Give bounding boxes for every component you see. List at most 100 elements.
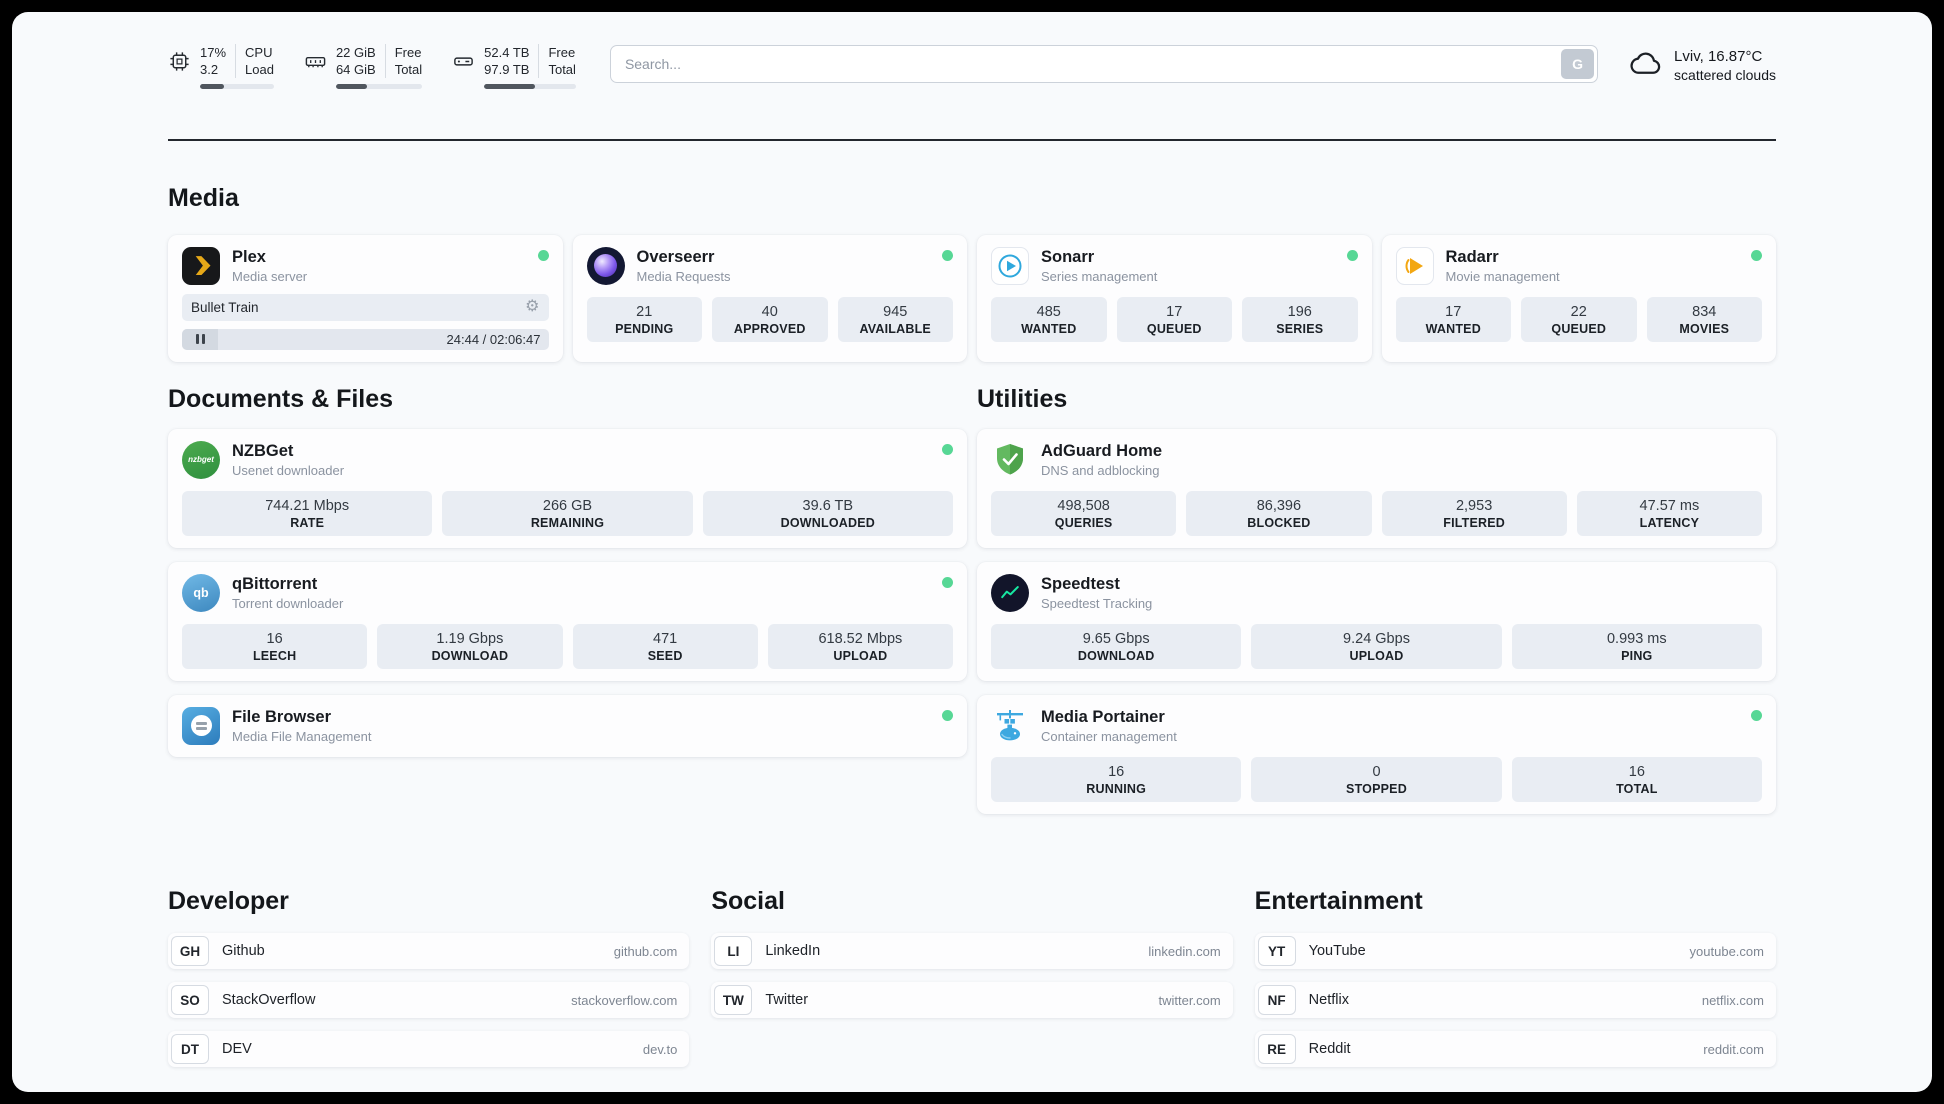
stat-label: APPROVED	[733, 321, 806, 336]
stat-box: 40 APPROVED	[712, 296, 828, 342]
stat-value: 17	[1166, 303, 1183, 320]
app-card-sonarr[interactable]: Sonarr Series management 485 WANTED 17 QUEU…	[977, 234, 1372, 362]
section-title-entertainment: Entertainment	[1254, 886, 1423, 915]
stat-label: UPLOAD	[1349, 648, 1404, 663]
stat-label: AVAILABLE	[859, 321, 931, 336]
bookmark-row[interactable]: GH Github github.com	[168, 933, 690, 970]
app-card-overseerr[interactable]: Overseerr Media Requests 21 PENDING 40 APPR…	[572, 234, 967, 362]
app-card-nzbget[interactable]: nzbget NZBGet Usenet downloader 744.21 M…	[168, 428, 967, 548]
playback-progress-bar[interactable]: 24:44 / 02:06:47	[182, 328, 549, 350]
section-title-media: Media	[168, 184, 239, 213]
stat-label: STOPPED	[1346, 781, 1407, 796]
stat-value: 9.24 Gbps	[1343, 630, 1410, 647]
stat-value: 485	[1036, 303, 1061, 320]
stat-value: 21	[636, 303, 653, 320]
developer-bookmarks: Developer GH Github github.com SO StackOverf…	[168, 886, 690, 1080]
social-bookmark-list: LI LinkedIn linkedin.com TW Twitter twitter.c…	[711, 933, 1233, 1019]
bookmark-monogram: LI	[714, 936, 753, 967]
app-stats: 16 RUNNING 0 STOPPED 16 TOTAL	[991, 756, 1762, 802]
stat-value: 17	[1445, 303, 1462, 320]
stat-label: RUNNING	[1086, 781, 1147, 796]
stat-label: WANTED	[1425, 321, 1481, 336]
entertainment-bookmark-list: YT YouTube youtube.com NF Netflix netflix.com…	[1254, 933, 1776, 1068]
weather-widget: Lviv, 16.87°C scattered clouds	[1628, 45, 1776, 86]
app-card-adguard[interactable]: AdGuard Home DNS and adblocking 498,508 Q…	[977, 428, 1776, 548]
bookmark-name: Reddit	[1308, 1041, 1351, 1058]
stat-label: LATENCY	[1639, 515, 1700, 530]
status-dot	[537, 249, 549, 261]
stat-value: 16	[1108, 763, 1125, 780]
developer-bookmark-list: GH Github github.com SO StackOverflow stackov…	[168, 933, 690, 1068]
disk-total-value: 97.9 TB	[484, 62, 530, 78]
app-subtitle: Movie management	[1445, 268, 1560, 284]
dashboard-page: 17% 3.2 CPU Load 22	[12, 12, 1932, 1092]
disk-free-label: Free	[548, 45, 576, 60]
stat-box: 485 WANTED	[991, 296, 1107, 342]
section-title-documents: Documents & Files	[168, 384, 394, 413]
app-card-qbittorrent[interactable]: qb qBittorrent Torrent downloader 16 LEEC…	[168, 561, 967, 681]
speedtest-icon	[991, 573, 1029, 612]
stat-label: FILTERED	[1443, 515, 1506, 530]
search-input[interactable]	[609, 45, 1599, 83]
search-engine-button[interactable]: G	[1561, 49, 1595, 79]
bookmark-row[interactable]: RE Reddit reddit.com	[1254, 1031, 1776, 1068]
stat-value: 834	[1692, 303, 1717, 320]
bookmark-name: YouTube	[1308, 943, 1366, 960]
cpu-progress-bar	[200, 84, 274, 90]
stat-box: 16 TOTAL	[1511, 756, 1762, 802]
bookmark-row[interactable]: NF Netflix netflix.com	[1254, 982, 1776, 1019]
adguard-icon	[991, 441, 1029, 479]
overseerr-icon	[586, 246, 625, 285]
bookmark-row[interactable]: SO StackOverflow stackoverflow.com	[168, 982, 690, 1019]
stat-box: 744.21 Mbps RATE	[182, 490, 433, 536]
cpu-icon	[168, 50, 191, 73]
stat-box: 86,396 BLOCKED	[1186, 490, 1372, 536]
qbittorrent-icon: qb	[182, 573, 220, 612]
cpu-metric: 17% 3.2 CPU Load	[168, 44, 274, 90]
stat-value: 16	[1628, 763, 1645, 780]
app-card-speedtest[interactable]: Speedtest Speedtest Tracking 9.65 Gbps DO…	[977, 561, 1776, 681]
settings-gear-icon[interactable]: ⚙	[525, 298, 540, 316]
bookmark-monogram: SO	[171, 985, 209, 1016]
stat-label: QUEUED	[1551, 321, 1607, 336]
stat-label: QUERIES	[1054, 515, 1113, 530]
app-name: Overseerr	[636, 247, 715, 266]
stat-value: 16	[266, 630, 283, 647]
app-name: Radarr	[1445, 247, 1499, 266]
stat-box: 9.24 Gbps UPLOAD	[1251, 623, 1502, 669]
stat-box: 16 LEECH	[182, 623, 368, 669]
header-divider	[168, 139, 1776, 142]
stat-box: 22 QUEUED	[1521, 296, 1637, 342]
bookmark-row[interactable]: TW Twitter twitter.com	[711, 982, 1233, 1019]
stat-box: 16 RUNNING	[991, 756, 1242, 802]
app-subtitle: Series management	[1041, 268, 1158, 284]
app-name: File Browser	[232, 707, 332, 726]
filebrowser-icon	[182, 706, 220, 745]
bookmark-name: Twitter	[765, 992, 809, 1009]
bookmark-row[interactable]: DT DEV dev.to	[168, 1031, 690, 1068]
stat-box: 1.19 Gbps DOWNLOAD	[377, 623, 563, 669]
memory-metric: 22 GiB 64 GiB Free Total	[304, 44, 423, 90]
bookmark-row[interactable]: YT YouTube youtube.com	[1254, 933, 1776, 970]
now-playing-bar: Bullet Train ⚙	[182, 293, 549, 321]
stat-value: 266 GB	[542, 497, 593, 514]
bookmark-url: netflix.com	[1701, 992, 1764, 1008]
bookmark-url: twitter.com	[1158, 992, 1221, 1008]
bookmark-row[interactable]: LI LinkedIn linkedin.com	[711, 933, 1233, 970]
top-bar: 17% 3.2 CPU Load 22	[168, 44, 1776, 90]
app-card-radarr[interactable]: Radarr Movie management 17 WANTED 22 QUEUED…	[1381, 234, 1776, 362]
cloud-icon	[1628, 45, 1664, 86]
disk-progress-bar	[484, 84, 576, 90]
memory-total-value: 64 GiB	[335, 62, 376, 78]
metric-separator	[235, 44, 237, 79]
stat-label: SERIES	[1276, 321, 1324, 336]
bookmark-url: dev.to	[642, 1041, 678, 1057]
stat-label: DOWNLOADED	[780, 515, 875, 530]
app-card-plex[interactable]: Plex Media server Bullet Train ⚙ 24:44 /…	[168, 234, 563, 362]
stat-label: DOWNLOAD	[431, 648, 509, 663]
stat-box: 17 QUEUED	[1116, 296, 1232, 342]
app-card-filebrowser[interactable]: File Browser Media File Management	[168, 694, 967, 757]
pause-icon[interactable]	[182, 328, 218, 350]
stat-value: 618.52 Mbps	[818, 630, 903, 647]
app-card-portainer[interactable]: Media Portainer Container management 16 R…	[977, 694, 1776, 814]
